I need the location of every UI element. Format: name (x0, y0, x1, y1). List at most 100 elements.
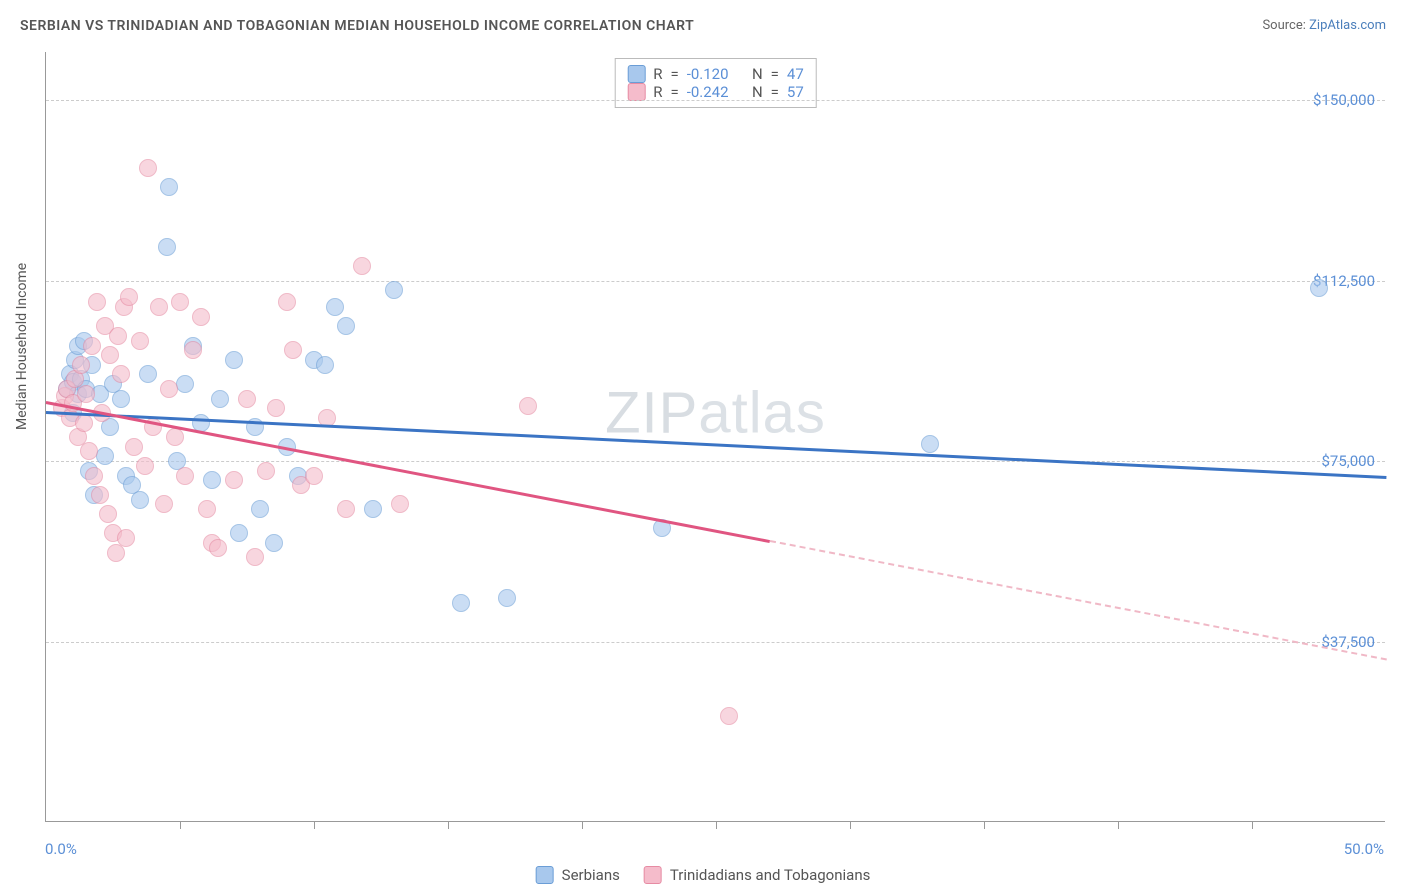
data-point (337, 500, 355, 518)
legend-row-serbians: R = -0.120 N = 47 (627, 65, 804, 83)
data-point (150, 298, 168, 316)
data-point (88, 293, 106, 311)
y-tick-label: $150,000 (1313, 91, 1375, 109)
data-point (267, 399, 285, 417)
legend-series: Serbians Trinidadians and Tobagonians (536, 866, 871, 884)
eq-sign: = (771, 83, 779, 101)
legend-row-trinidadians: R = -0.242 N = 57 (627, 83, 804, 101)
data-point (230, 524, 248, 542)
gridline (46, 642, 1385, 643)
data-point (160, 380, 178, 398)
data-point (176, 467, 194, 485)
n-label: N (752, 83, 763, 101)
n-value-serbians: 47 (787, 65, 804, 83)
data-point (112, 390, 130, 408)
data-point (337, 317, 355, 335)
data-point (198, 500, 216, 518)
data-point (184, 341, 202, 359)
legend-label-trinidadians: Trinidadians and Tobagonians (670, 866, 870, 884)
y-tick-label: $75,000 (1321, 452, 1375, 470)
data-point (99, 505, 117, 523)
data-point (326, 298, 344, 316)
data-point (171, 293, 189, 311)
data-point (101, 346, 119, 364)
data-point (353, 257, 371, 275)
data-point (225, 351, 243, 369)
data-point (109, 327, 127, 345)
data-point (391, 495, 409, 513)
data-point (112, 365, 130, 383)
data-point (498, 589, 516, 607)
source-link[interactable]: ZipAtlas.com (1309, 18, 1386, 33)
data-point (176, 375, 194, 393)
data-point (211, 390, 229, 408)
watermark: ZIPatlas (605, 380, 826, 447)
data-point (452, 594, 470, 612)
plot-area: ZIPatlas R = -0.120 N = 47 R = -0.242 N … (45, 52, 1385, 822)
data-point (80, 442, 98, 460)
r-value-serbians: -0.120 (687, 65, 729, 83)
data-point (77, 385, 95, 403)
data-point (238, 390, 256, 408)
n-label: N (752, 65, 763, 83)
x-tick (1118, 821, 1119, 829)
data-point (225, 471, 243, 489)
data-point (155, 495, 173, 513)
legend-label-serbians: Serbians (562, 866, 620, 884)
data-point (75, 414, 93, 432)
legend-item-serbians: Serbians (536, 866, 620, 884)
x-tick (180, 821, 181, 829)
gridline (46, 100, 1385, 101)
watermark-part1: ZIP (605, 381, 698, 446)
data-point (921, 435, 939, 453)
x-tick (448, 821, 449, 829)
x-tick (716, 821, 717, 829)
watermark-part2: atlas (698, 381, 826, 446)
data-point (257, 462, 275, 480)
data-point (385, 281, 403, 299)
data-point (158, 238, 176, 256)
x-axis-end-label: 50.0% (1344, 840, 1384, 858)
data-point (305, 467, 323, 485)
r-value-trinidadians: -0.242 (687, 83, 729, 101)
data-point (246, 548, 264, 566)
trend-line (46, 411, 1386, 478)
data-point (166, 428, 184, 446)
eq-sign: = (670, 65, 678, 83)
x-tick (984, 821, 985, 829)
trend-line (46, 401, 770, 542)
data-point (85, 467, 103, 485)
x-tick (582, 821, 583, 829)
chart-title: SERBIAN VS TRINIDADIAN AND TOBAGONIAN ME… (20, 18, 694, 34)
data-point (139, 159, 157, 177)
data-point (83, 337, 101, 355)
y-axis-label: Median Household Income (14, 263, 30, 430)
data-point (91, 486, 109, 504)
x-tick (850, 821, 851, 829)
data-point (117, 529, 135, 547)
data-point (209, 539, 227, 557)
eq-sign: = (670, 83, 678, 101)
data-point (131, 491, 149, 509)
data-point (1310, 279, 1328, 297)
data-point (278, 293, 296, 311)
gridline (46, 461, 1385, 462)
data-point (316, 356, 334, 374)
n-value-trinidadians: 57 (787, 83, 804, 101)
data-point (160, 178, 178, 196)
source-attribution: Source: ZipAtlas.com (1262, 18, 1386, 33)
data-point (131, 332, 149, 350)
data-point (136, 457, 154, 475)
x-tick (314, 821, 315, 829)
source-label: Source: (1262, 18, 1305, 33)
swatch-serbians-icon (536, 866, 554, 884)
data-point (251, 500, 269, 518)
x-axis-start-label: 0.0% (45, 840, 77, 858)
swatch-serbians-icon (627, 65, 645, 83)
swatch-trinidadians-icon (627, 83, 645, 101)
x-tick (1252, 821, 1253, 829)
r-label: R (653, 65, 662, 83)
swatch-trinidadians-icon (644, 866, 662, 884)
data-point (125, 438, 143, 456)
data-point (720, 707, 738, 725)
